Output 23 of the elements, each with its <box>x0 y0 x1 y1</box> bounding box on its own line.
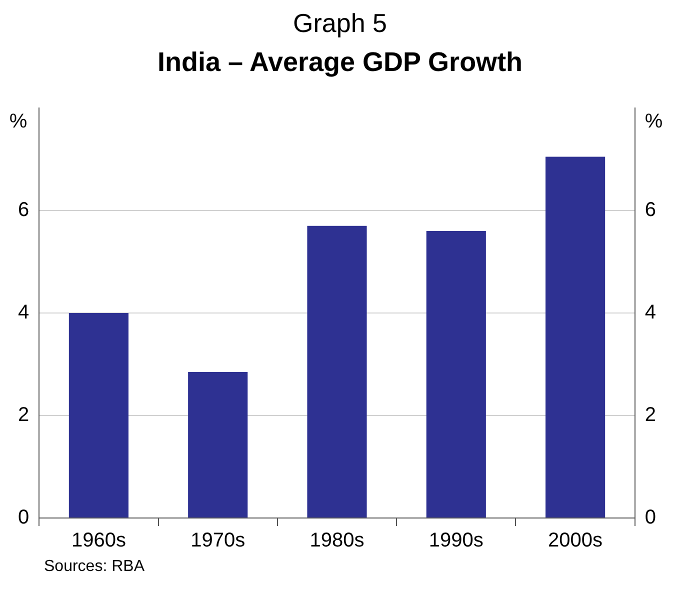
y-tick-label: 6 <box>18 199 30 222</box>
x-tick-label: 2000s <box>548 530 603 552</box>
x-tick-label: 1980s <box>310 530 364 552</box>
y2-tick-label: 0 <box>644 506 656 529</box>
y-tick-label: 4 <box>18 302 30 324</box>
y2-tick-label: 6 <box>644 199 656 222</box>
bar <box>546 156 606 518</box>
source-note: Sources: RBA <box>44 558 146 576</box>
x-tick-label: 1970s <box>190 530 246 552</box>
y2-tick-label: 2 <box>644 404 656 426</box>
y-tick-label: 2 <box>18 404 30 426</box>
y2-axis-title: % <box>644 110 663 133</box>
bar <box>68 313 128 518</box>
x-tick-label: 1990s <box>428 530 484 552</box>
y-axis-title: % <box>9 110 28 133</box>
bar <box>426 231 486 518</box>
y-tick-label: 0 <box>18 506 30 529</box>
y2-tick-label: 4 <box>644 302 656 324</box>
bar <box>307 226 367 518</box>
bar <box>188 372 248 518</box>
chart-subtitle: India – Average GDP Growth <box>156 47 524 78</box>
x-tick-label: 1960s <box>71 530 126 552</box>
chart-title: Graph 5 <box>292 8 388 39</box>
